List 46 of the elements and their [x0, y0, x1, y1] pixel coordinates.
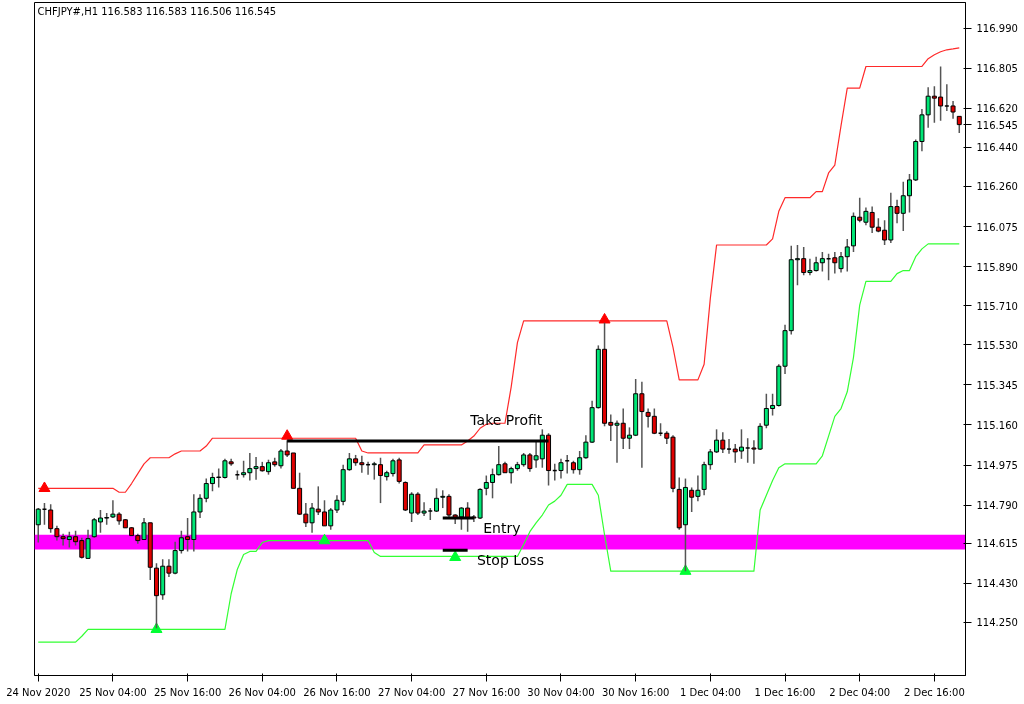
candlestick	[434, 487, 440, 513]
point	[598, 312, 611, 324]
x-tick-label: 27 Nov 16:00	[452, 686, 521, 698]
y-tick-label: 116.990	[976, 23, 1018, 35]
candlestick	[726, 438, 732, 455]
point	[449, 550, 462, 561]
x-tick-label: 25 Nov 04:00	[79, 686, 147, 698]
x-tick-label: 1 Dec 04:00	[679, 686, 741, 698]
x-tick-label: 2 Dec 16:00	[903, 686, 965, 698]
y-tick-label: 115.890	[976, 261, 1018, 273]
series-label: Take Profit	[469, 412, 543, 429]
x-tick-label: 26 Nov 16:00	[303, 686, 371, 698]
x-tick-label: 30 Nov 16:00	[601, 686, 670, 698]
candlestick	[844, 238, 850, 273]
y-tick-label: 114.615	[976, 538, 1018, 550]
y-tick-label: 114.250	[976, 617, 1018, 629]
y-tick-label: 116.545	[976, 119, 1018, 131]
line-series	[37, 243, 960, 643]
y-tick-label: 116.440	[976, 142, 1018, 154]
y-tick-label: 115.345	[976, 379, 1018, 391]
y-tick-label: 114.790	[976, 500, 1018, 512]
series-label: Stop Loss	[476, 552, 544, 569]
x-tick-label: 24 Nov 2020	[6, 686, 71, 698]
candlestick	[564, 454, 570, 475]
y-tick-label: 116.075	[976, 221, 1018, 233]
point	[38, 481, 51, 492]
point	[318, 533, 331, 545]
y-tick-label: 114.430	[976, 578, 1018, 590]
y-tick-label: 115.530	[976, 339, 1018, 351]
y-tick-label: 116.620	[976, 103, 1018, 115]
y-tick-label: 114.975	[976, 460, 1018, 472]
y-tick-label: 115.710	[976, 300, 1018, 312]
x-tick-label: 2 Dec 04:00	[829, 686, 891, 698]
y-tick-label: 116.805	[976, 63, 1018, 75]
x-tick-label: 26 Nov 04:00	[228, 686, 296, 698]
series-label: Entry	[483, 520, 521, 537]
x-tick-label: 1 Dec 16:00	[754, 686, 816, 698]
x-tick-label: 27 Nov 04:00	[377, 686, 446, 698]
x-tick-label: 25 Nov 16:00	[153, 686, 222, 698]
y-tick-label: 116.260	[976, 181, 1018, 193]
chart-title: CHFJPY#,H1 116.583 116.583 116.506 116.545	[37, 5, 277, 17]
point	[281, 429, 294, 440]
point	[150, 622, 163, 633]
y-tick-label: 115.160	[976, 420, 1018, 431]
x-tick-label: 30 Nov 04:00	[527, 686, 595, 698]
line-series	[37, 47, 960, 493]
